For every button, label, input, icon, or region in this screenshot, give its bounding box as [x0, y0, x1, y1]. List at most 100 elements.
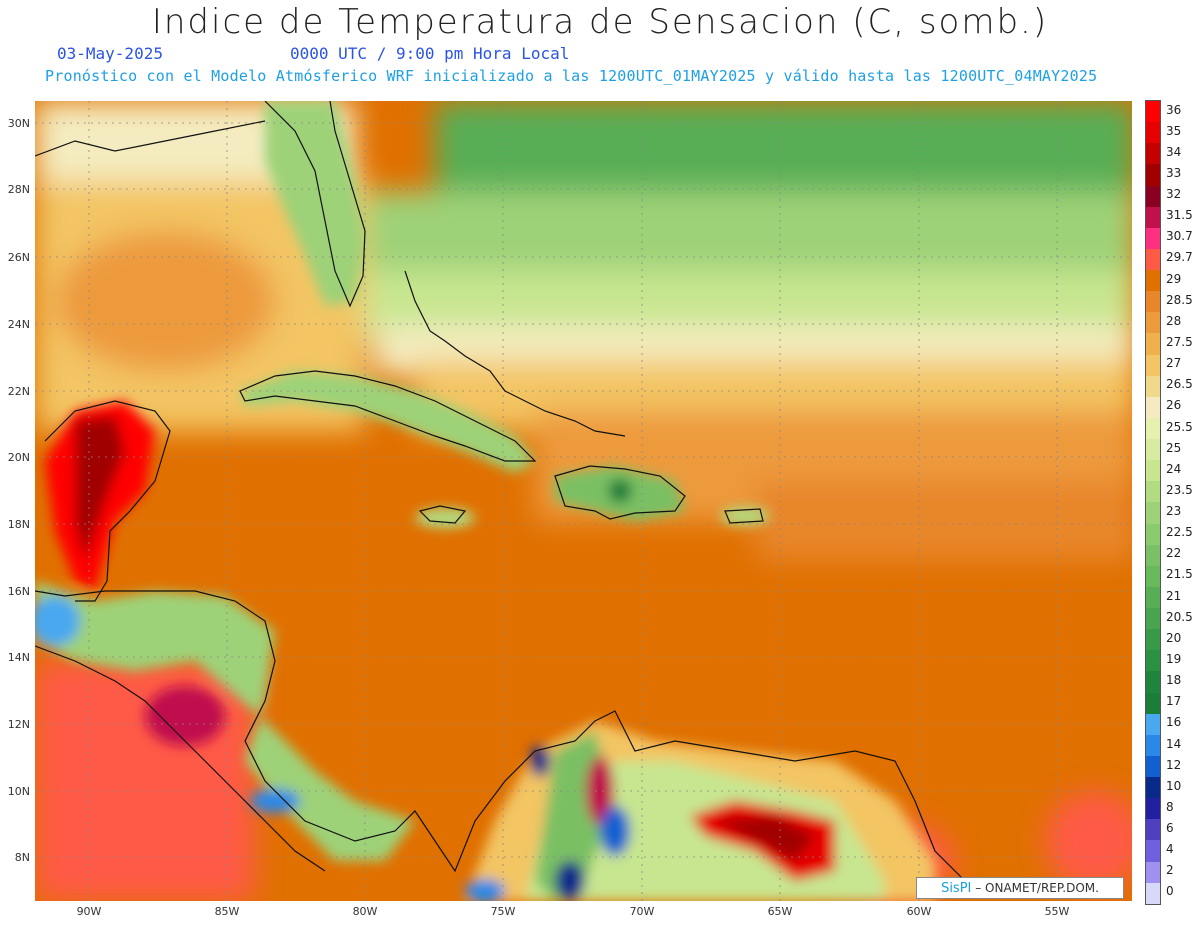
lon-label: 70W: [629, 905, 655, 918]
colorbar-label: 36: [1166, 102, 1182, 117]
colorbar-cell: [1146, 312, 1160, 334]
colorbar-cell: [1146, 396, 1160, 418]
colorbar-cell: [1146, 608, 1160, 630]
colorbar-label: 16: [1166, 715, 1182, 730]
lat-label: 26N: [7, 251, 30, 264]
colorbar-cell: [1146, 692, 1160, 714]
colorbar-label: 34: [1166, 144, 1182, 159]
colorbar-cell: [1146, 143, 1160, 165]
lat-label: 12N: [7, 718, 30, 731]
coastlines: [35, 101, 966, 882]
colorbar-label: 35: [1166, 123, 1182, 138]
lon-label: 55W: [1044, 905, 1070, 918]
colorbar-label: 0: [1166, 884, 1174, 899]
colorbar-cell: [1146, 629, 1160, 651]
colorbar-label: 4: [1166, 842, 1174, 857]
colorbar-cell: [1146, 755, 1160, 777]
colorbar-label: 20: [1166, 630, 1182, 645]
heat-index-map: [35, 101, 1132, 901]
forecast-note: Pronóstico con el Modelo Atmósferico WRF…: [45, 67, 1098, 85]
colorbar-label: 23: [1166, 504, 1182, 519]
colorbar-label: 29: [1166, 271, 1182, 286]
colorbar-label: 2: [1166, 863, 1174, 878]
colorbar-label: 17: [1166, 694, 1182, 709]
valid-date: 03-May-2025: [57, 44, 163, 63]
colorbar-cell: [1146, 502, 1160, 524]
lat-label: 28N: [7, 183, 30, 196]
lat-label: 10N: [7, 785, 30, 798]
colorbar-label: 27: [1166, 356, 1182, 371]
map-title: Indice de Temperatura de Sensacion (C, s…: [151, 2, 1049, 42]
colorbar-cell: [1146, 481, 1160, 503]
colorbar-cell: [1146, 354, 1160, 376]
colorbar-cell: [1146, 164, 1160, 186]
colorbar-label: 28: [1166, 313, 1182, 328]
colorbar-label: 26: [1166, 398, 1182, 413]
colorbar-label: 12: [1166, 757, 1182, 772]
colorbar-label: 6: [1166, 821, 1174, 836]
lon-label: 60W: [906, 905, 932, 918]
colorbar-label: 10: [1166, 778, 1182, 793]
map-canvas: [35, 101, 1132, 901]
colorbar-cell: [1146, 122, 1160, 144]
lat-label: 20N: [7, 451, 30, 464]
colorbar-label: 21: [1166, 588, 1182, 603]
colorbar-cell: [1146, 248, 1160, 270]
lat-label: 14N: [7, 651, 30, 664]
colorbar-cell: [1146, 713, 1160, 735]
colorbar-cell: [1146, 206, 1160, 228]
colorbar-label: 24: [1166, 461, 1182, 476]
colorbar-cell: [1146, 861, 1160, 883]
lon-label: 90W: [76, 905, 102, 918]
colorbar-cell: [1146, 375, 1160, 397]
colorbar-cell: [1146, 882, 1160, 904]
lon-label: 85W: [214, 905, 240, 918]
lat-label: 8N: [14, 851, 30, 864]
colorbar-label: 22.5: [1166, 525, 1193, 540]
colorbar-cell: [1146, 417, 1160, 439]
colorbar-label: 27.5: [1166, 335, 1193, 349]
colorbar-cell: [1146, 819, 1160, 841]
colorbar-cell: [1146, 227, 1160, 249]
colorbar-cell: [1146, 460, 1160, 482]
colorbar-cell: [1146, 671, 1160, 693]
colorbar-cell: [1146, 798, 1160, 820]
colorbar-label: 22: [1166, 546, 1182, 561]
lon-label: 75W: [490, 905, 516, 918]
colorbar-cell: [1146, 840, 1160, 862]
colorbar-label: 20.5: [1166, 609, 1193, 624]
colorbar-label: 28.5: [1166, 292, 1193, 307]
colorbar-cell: [1146, 777, 1160, 799]
colorbar-label: 18: [1166, 673, 1182, 688]
lat-label: 18N: [7, 518, 30, 531]
colorbar-cell: [1146, 586, 1160, 608]
colorbar-label: 25.5: [1166, 419, 1193, 434]
colorbar-cell: [1146, 650, 1160, 672]
brand-logo-text: SisPI: [941, 881, 972, 896]
colorbar-label: 8: [1166, 799, 1174, 814]
colorbar-cell: [1146, 734, 1160, 756]
colorbar: [1145, 100, 1161, 905]
colorbar-label: 14: [1166, 736, 1182, 751]
colorbar-cell: [1146, 270, 1160, 292]
colorbar-label: 29.7: [1166, 250, 1193, 265]
colorbar-cell: [1146, 439, 1160, 461]
colorbar-cell: [1146, 291, 1160, 313]
colorbar-label: 21.5: [1166, 567, 1193, 582]
colorbar-label: 26.5: [1166, 377, 1193, 392]
lat-label: 22N: [7, 385, 30, 398]
colorbar-label: 30.7: [1166, 229, 1193, 244]
colorbar-cell: [1146, 185, 1160, 207]
colorbar-label: 33: [1166, 165, 1182, 180]
colorbar-label: 23.5: [1166, 482, 1193, 497]
lat-label: 16N: [7, 585, 30, 598]
lat-label: 30N: [7, 117, 30, 130]
lat-label: 24N: [7, 318, 30, 331]
credit-separator: –: [975, 881, 986, 895]
colorbar-cell: [1146, 544, 1160, 566]
credit-org: ONAMET/REP.DOM.: [985, 881, 1099, 895]
colorbar-label: 31.5: [1166, 208, 1193, 223]
credit-box: SisPI – ONAMET/REP.DOM.: [916, 877, 1124, 899]
colorbar-label: 25: [1166, 440, 1182, 455]
colorbar-cell: [1146, 565, 1160, 587]
